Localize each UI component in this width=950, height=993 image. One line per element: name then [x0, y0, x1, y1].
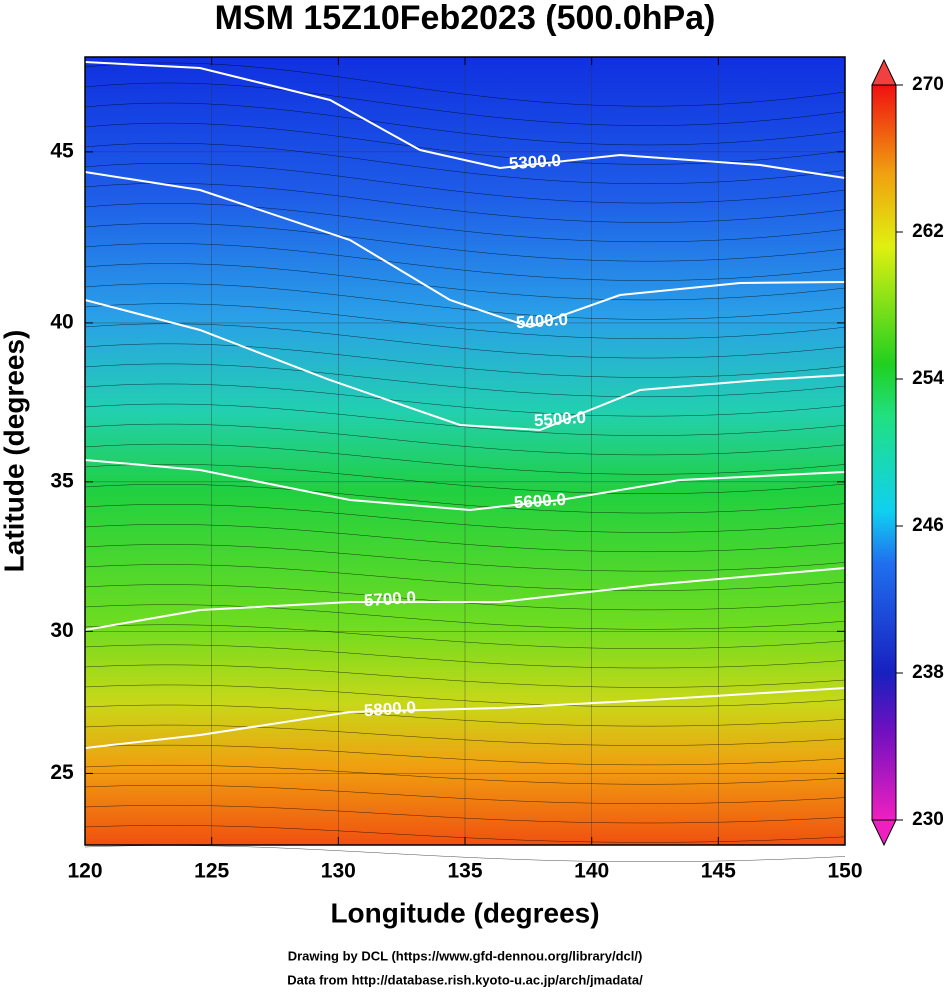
contour-label: 5400.0 — [515, 310, 568, 333]
flow-line — [84, 383, 846, 417]
flow-line — [84, 283, 846, 320]
colorbar-tick-label: 230 — [912, 809, 944, 830]
flow-line — [84, 323, 846, 359]
flow-line — [84, 463, 846, 494]
title: MSM 15Z10Feb2023 (500.0hPa) — [215, 0, 716, 37]
colorbar — [871, 84, 897, 821]
y-tick-label: 45 — [50, 139, 74, 162]
flow-line — [84, 122, 846, 165]
flow-line — [84, 744, 846, 766]
flow-line — [84, 785, 846, 804]
x-tick-label: 140 — [574, 860, 609, 883]
flow-line — [84, 825, 846, 843]
flow-line — [84, 484, 846, 514]
y-tick-label: 30 — [50, 619, 73, 642]
flow-line — [84, 544, 846, 572]
contour-label: 5300.0 — [508, 151, 561, 174]
flow-line — [84, 564, 846, 591]
flow-line — [84, 82, 846, 126]
flow-line — [84, 403, 846, 436]
flow-line — [84, 243, 846, 281]
flow-line — [84, 584, 846, 611]
contour-line — [84, 567, 846, 631]
flow-line — [84, 183, 846, 223]
x-tick-label: 150 — [827, 860, 862, 883]
x-axis-label: Longitude (degrees) — [330, 897, 599, 928]
contour-label: 5700.0 — [363, 588, 416, 611]
contour-label: 5800.0 — [363, 698, 416, 721]
colorbar-tick-label: 270 — [912, 74, 944, 95]
x-tick-label: 145 — [701, 860, 736, 883]
x-tick-label: 125 — [194, 860, 229, 883]
flow-line — [84, 664, 846, 688]
flow-line — [84, 604, 846, 630]
colorbar-tick-label: 246 — [912, 515, 944, 536]
plot-layer: 5300.0 5400.0 5500.0 5600.0 5700.0 5800.0 — [84, 57, 846, 862]
flow-line — [84, 163, 846, 204]
flow-line — [84, 102, 846, 146]
contour-line — [84, 171, 846, 329]
footer-line: Data from http://database.rish.kyoto-u.a… — [287, 972, 643, 987]
flow-line — [84, 805, 846, 824]
flow-line — [84, 684, 846, 707]
contour-line — [84, 61, 846, 179]
flow-line — [84, 142, 846, 184]
flow-line — [84, 644, 846, 669]
flow-line — [84, 704, 846, 727]
colorbar-tick-label: 262 — [912, 221, 944, 242]
flow-line — [84, 504, 846, 533]
flow-line — [84, 363, 846, 398]
flow-line — [84, 203, 846, 243]
flow-line — [84, 624, 846, 649]
flow-line — [84, 223, 846, 262]
contour-label: 5500.0 — [533, 408, 586, 431]
contour-label: 5600.0 — [513, 490, 566, 513]
colorbar-max-arrow — [871, 58, 897, 86]
x-tick-label: 135 — [447, 860, 482, 883]
flow-line — [84, 724, 846, 746]
footer-line: Drawing by DCL (https://www.gfd-dennou.o… — [288, 948, 643, 963]
x-tick-label: 130 — [321, 860, 356, 883]
x-tick-label: 120 — [67, 860, 102, 883]
colorbar-tick-label: 238 — [912, 662, 944, 683]
flow-line — [84, 443, 846, 475]
y-tick-label: 40 — [50, 310, 73, 333]
contour-line — [84, 299, 846, 432]
y-tick-label: 25 — [50, 761, 74, 784]
colorbar-min-arrow — [871, 819, 897, 847]
flow-line — [84, 62, 846, 107]
flow-line — [84, 764, 846, 785]
contour-line — [84, 459, 846, 512]
contour-line — [84, 687, 846, 749]
y-tick-label: 35 — [50, 469, 74, 492]
colorbar-tick-label: 254 — [912, 368, 944, 389]
flow-line — [84, 423, 846, 456]
flow-line — [84, 343, 846, 378]
flow-line — [84, 303, 846, 339]
y-axis-label: Latitude (degrees) — [0, 330, 29, 573]
flow-line — [84, 524, 846, 553]
